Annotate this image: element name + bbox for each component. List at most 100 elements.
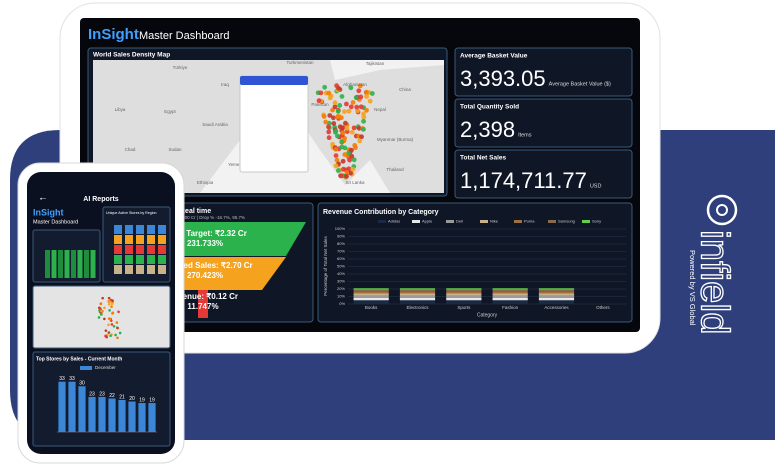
phone-map <box>32 285 171 349</box>
bar-segment <box>492 298 528 301</box>
map-dot <box>327 95 333 101</box>
mini-bar <box>71 250 76 278</box>
map-label: Tajikistan <box>366 61 385 66</box>
funnel-subtitle: ₹0.00 Cr | Drop % -16.7%, 95.7% <box>178 215 245 220</box>
x-tick-label: Others <box>596 305 610 310</box>
map-dot <box>116 326 119 330</box>
data-label: 21 <box>119 394 125 400</box>
map-dot <box>112 324 116 328</box>
bar-segment <box>399 291 436 294</box>
map-dot <box>103 317 106 321</box>
map-dot <box>99 302 103 306</box>
bar-segment <box>353 289 389 292</box>
phone-brand: InSight <box>33 207 64 217</box>
map-dot <box>342 109 347 114</box>
funnel-stage <box>198 290 208 318</box>
map-dot <box>108 309 111 312</box>
bar-segment <box>538 300 575 304</box>
legend-label: Adidas <box>388 219 400 224</box>
map-dot <box>337 124 343 130</box>
mini-bar <box>77 250 83 278</box>
mini-bar <box>64 250 70 278</box>
x-axis-label: Category <box>477 312 498 318</box>
mini-bar <box>125 245 133 254</box>
map-dot <box>110 323 114 326</box>
map-dot <box>331 121 337 126</box>
map-dot <box>346 150 351 156</box>
map-dot <box>364 107 369 113</box>
map-dot <box>107 296 111 300</box>
map-dot <box>107 323 110 327</box>
kpi-title: Total Net Sales <box>460 155 507 162</box>
map-label: Chad <box>125 147 136 152</box>
map-dot <box>340 158 346 164</box>
map-dot <box>342 152 348 157</box>
back-arrow[interactable]: ← <box>38 193 48 204</box>
map-dot <box>337 103 343 108</box>
map-dot <box>335 108 341 114</box>
mini-bar <box>114 265 122 274</box>
legend-swatch <box>514 220 522 223</box>
x-tick-label: Books <box>365 305 378 310</box>
map-dot <box>326 124 331 130</box>
map-dot <box>321 114 327 119</box>
data-label: 19 <box>139 397 145 403</box>
map-dot <box>351 157 357 163</box>
map-dot <box>326 129 332 135</box>
map-label: Afghanistan <box>343 82 367 87</box>
y-tick-label: 70% <box>337 249 345 254</box>
map-label: Pakistan <box>311 102 329 107</box>
bar <box>128 401 136 432</box>
y-tick-label: 30% <box>337 279 345 284</box>
map-label: Saudi Arabia <box>202 122 228 127</box>
bar-segment <box>353 288 389 290</box>
mini-bar <box>158 235 166 244</box>
map-dot <box>117 310 120 314</box>
mini-bar <box>158 245 166 254</box>
map-dot <box>367 98 373 104</box>
map-dot <box>361 118 366 124</box>
map-dot <box>344 173 349 179</box>
map-dot <box>110 305 113 308</box>
map-dot <box>100 309 103 313</box>
bar-segment <box>353 291 389 294</box>
map-label: Sudan <box>168 147 182 152</box>
map-tooltip-header <box>240 76 308 85</box>
bar-segment <box>446 295 482 298</box>
bar-segment <box>446 293 482 296</box>
mini-bar <box>58 250 63 278</box>
kpi-value: 1,174,711.77 <box>460 168 587 193</box>
map-label: Nepal <box>374 107 386 112</box>
y-tick-label: 80% <box>337 241 345 246</box>
map-dot <box>111 311 115 315</box>
bar <box>68 381 76 432</box>
legend-label: December <box>95 365 116 370</box>
mini-bar <box>114 225 122 234</box>
mini-bar <box>136 225 144 234</box>
legend-swatch <box>582 220 590 223</box>
funnel-percent: 11.747% <box>187 302 218 311</box>
map-dot <box>361 111 366 117</box>
chart-title: Revenue Contribution by Category <box>323 209 439 216</box>
funnel-label: Revenue: ₹0.12 Cr <box>168 292 238 301</box>
map-dot <box>327 113 333 118</box>
mini-bar <box>125 265 133 274</box>
data-label: 19 <box>149 397 155 403</box>
kpi-value: 2,398 <box>460 117 515 142</box>
data-label: 23 <box>99 391 105 397</box>
legend-label: Puma <box>524 219 535 224</box>
x-tick-label: Electronics <box>406 305 429 310</box>
funnel-label: Sales Target: ₹2.32 Cr <box>163 229 247 238</box>
map-dot <box>357 83 363 89</box>
map-dot <box>348 85 354 91</box>
map-label: Turkmenistan <box>286 60 314 65</box>
map-dot <box>333 163 339 169</box>
map-dot <box>356 125 362 131</box>
bar-segment <box>399 295 436 298</box>
mini-bar <box>90 250 96 278</box>
y-axis-label: Percentage of Total Net Sales <box>323 236 328 296</box>
bar-segment <box>538 298 575 301</box>
legend-swatch <box>548 220 556 223</box>
map-dot <box>107 317 111 320</box>
bar-segment <box>446 288 482 290</box>
